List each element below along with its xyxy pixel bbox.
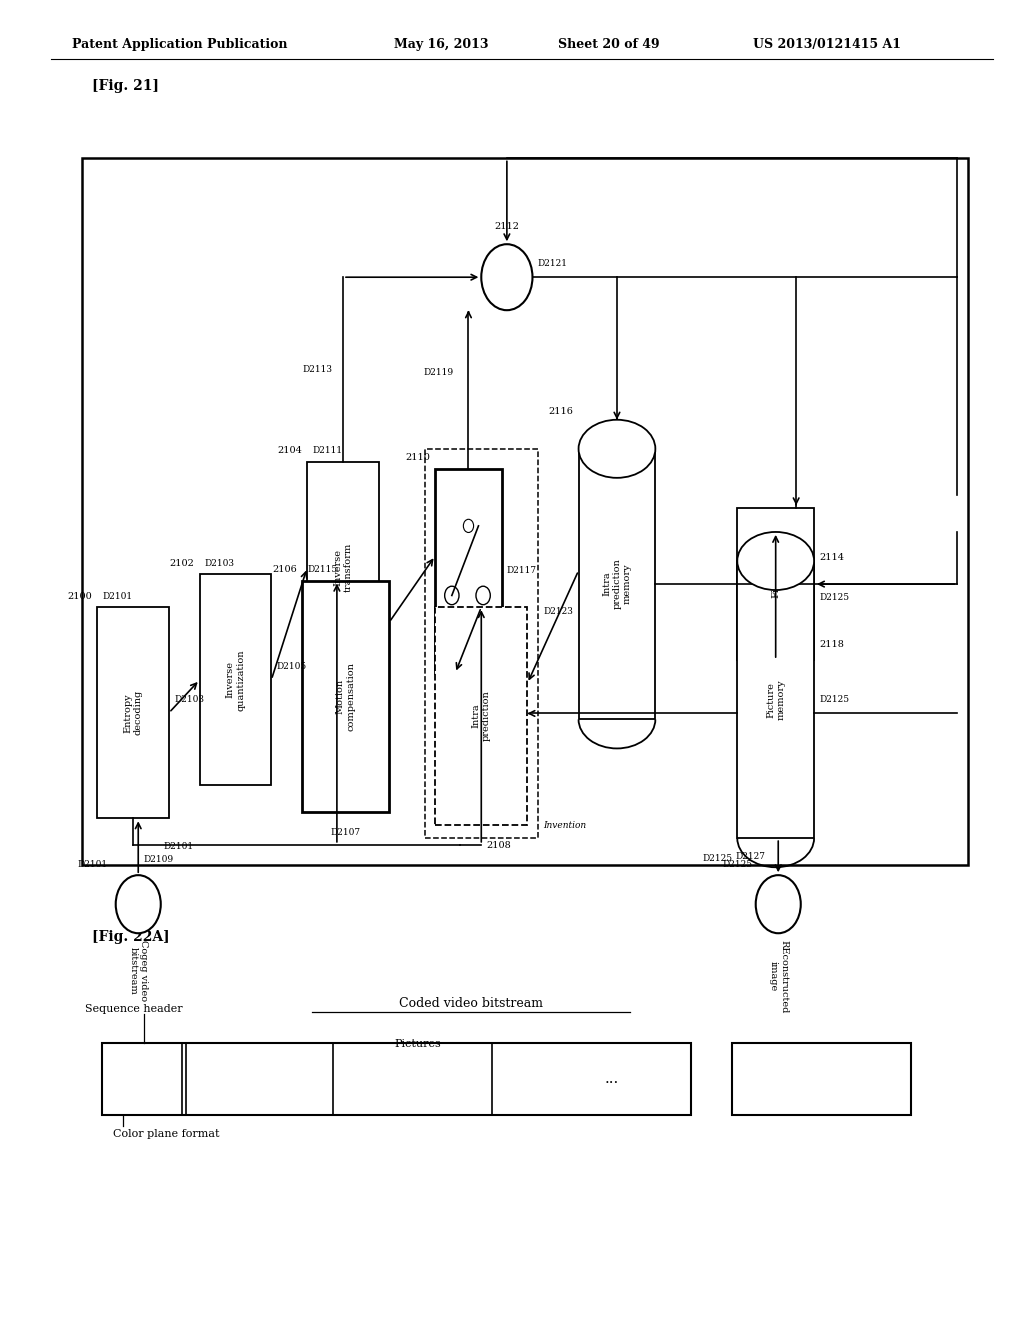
- Circle shape: [476, 586, 490, 605]
- Bar: [579, 449, 655, 719]
- Text: D2125: D2125: [819, 696, 849, 704]
- Text: D2125: D2125: [819, 593, 849, 602]
- Text: Filter: Filter: [771, 570, 780, 598]
- Text: ...: ...: [605, 1072, 618, 1086]
- Text: 2112: 2112: [495, 222, 519, 231]
- Bar: [737, 508, 814, 660]
- Text: D2103: D2103: [205, 558, 234, 568]
- Bar: [425, 449, 538, 838]
- Bar: [435, 607, 527, 825]
- Text: D2101: D2101: [164, 842, 194, 851]
- Bar: [302, 581, 389, 812]
- Text: D2123: D2123: [544, 607, 573, 615]
- Text: Inverse
transform: Inverse transform: [334, 543, 352, 593]
- Circle shape: [463, 519, 473, 532]
- Text: Entropy
decoding: Entropy decoding: [124, 690, 142, 735]
- Text: Sheet 20 of 49: Sheet 20 of 49: [558, 38, 659, 51]
- Text: D2109: D2109: [143, 855, 173, 865]
- Text: 2118: 2118: [819, 640, 844, 648]
- Text: +: +: [488, 263, 499, 276]
- Text: D2127: D2127: [735, 853, 765, 861]
- Text: Motion
compensation: Motion compensation: [336, 661, 355, 731]
- Circle shape: [444, 586, 459, 605]
- Text: Coded video bitstream: Coded video bitstream: [399, 997, 543, 1010]
- Text: 2116: 2116: [549, 407, 573, 416]
- Text: D2101: D2101: [78, 861, 108, 869]
- Text: May 16, 2013: May 16, 2013: [394, 38, 488, 51]
- Text: D2107: D2107: [331, 828, 360, 837]
- Text: US 2013/0121415 A1: US 2013/0121415 A1: [753, 38, 901, 51]
- Text: 2106: 2106: [272, 565, 297, 574]
- Bar: [102, 1043, 691, 1115]
- Circle shape: [481, 244, 532, 310]
- Text: 2114: 2114: [819, 553, 844, 562]
- Text: Color plane format: Color plane format: [113, 1129, 219, 1139]
- Text: D2105: D2105: [276, 663, 307, 671]
- Bar: [737, 561, 814, 838]
- Text: [Fig. 21]: [Fig. 21]: [92, 79, 159, 92]
- Text: D2125: D2125: [702, 854, 732, 863]
- Circle shape: [116, 875, 161, 933]
- Text: D2111: D2111: [312, 446, 342, 455]
- Text: D2121: D2121: [538, 260, 567, 268]
- Text: D2101: D2101: [102, 591, 132, 601]
- Text: Patent Application Publication: Patent Application Publication: [72, 38, 287, 51]
- Text: 2110: 2110: [406, 453, 430, 462]
- Text: REconstructed
image: REconstructed image: [769, 940, 787, 1014]
- Text: D2119: D2119: [423, 368, 453, 378]
- Text: D2125: D2125: [723, 861, 753, 869]
- Bar: [307, 462, 379, 673]
- Text: D2117: D2117: [507, 566, 537, 576]
- Text: 2104: 2104: [278, 446, 302, 455]
- Text: D2103: D2103: [174, 696, 204, 704]
- Text: [Fig. 22A]: [Fig. 22A]: [92, 931, 170, 944]
- Text: Inverse
quantization: Inverse quantization: [226, 649, 245, 710]
- Text: D2113: D2113: [303, 366, 333, 374]
- Text: Invention: Invention: [543, 821, 586, 829]
- Bar: [97, 607, 169, 818]
- Text: Picture
memory: Picture memory: [766, 680, 785, 719]
- Text: Intra
prediction
memory: Intra prediction memory: [602, 558, 632, 610]
- Text: Intra
prediction: Intra prediction: [472, 690, 490, 742]
- Text: Cogeg video
bitstream: Cogeg video bitstream: [129, 940, 147, 1001]
- Text: 2102: 2102: [170, 558, 195, 568]
- Circle shape: [756, 875, 801, 933]
- Bar: [200, 574, 271, 785]
- Ellipse shape: [579, 420, 655, 478]
- Text: D2115: D2115: [307, 565, 338, 574]
- Bar: [435, 469, 502, 673]
- Text: 2100: 2100: [68, 591, 92, 601]
- Text: Pictures-: Pictures-: [394, 1039, 444, 1049]
- Text: +: +: [508, 284, 518, 297]
- Bar: [732, 1043, 911, 1115]
- Text: Sequence header: Sequence header: [85, 1003, 183, 1014]
- Bar: [82, 158, 968, 865]
- Text: 2108: 2108: [486, 841, 511, 850]
- Ellipse shape: [737, 532, 814, 590]
